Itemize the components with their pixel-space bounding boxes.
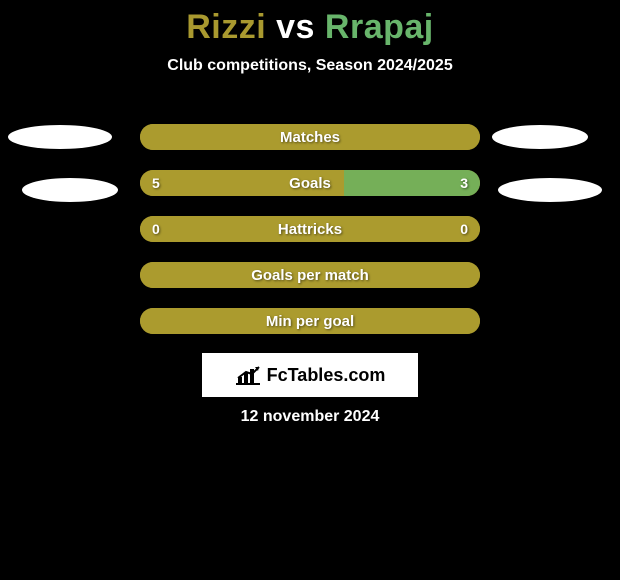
subtitle: Club competitions, Season 2024/2025 (0, 57, 620, 75)
stat-bar-label: Min per goal (140, 308, 480, 334)
stat-bar: Goals per match (140, 262, 480, 288)
stat-bar-label: Goals per match (140, 262, 480, 288)
stat-bar-label: Matches (140, 124, 480, 150)
comparison-bars: Matches Goals5 3 Hattricks0 0 Goals per match… (140, 124, 480, 354)
stat-bar-value-right: 0 (460, 216, 468, 242)
avatar-placeholder-right-1 (492, 125, 588, 149)
avatar-placeholder-right-2 (498, 178, 602, 202)
date-text: 12 november 2024 (0, 408, 620, 426)
page-title: Rizzi vs Rrapaj (0, 0, 620, 47)
stat-bar-label: Goals (140, 170, 480, 196)
stat-bar-value-left: 5 (152, 170, 160, 196)
title-player1: Rizzi (186, 8, 266, 46)
stat-bar-value-right: 3 (460, 170, 468, 196)
logo-text: FcTables.com (267, 365, 386, 386)
avatar-placeholder-left-1 (8, 125, 112, 149)
stat-bar: Matches (140, 124, 480, 150)
stat-bar: Goals5 3 (140, 170, 480, 196)
title-vs: vs (276, 8, 315, 46)
logo-box: FcTables.com (202, 353, 418, 397)
bar-chart-icon (235, 365, 261, 385)
stat-bar: Hattricks0 0 (140, 216, 480, 242)
stat-bar-label: Hattricks (140, 216, 480, 242)
stat-bar: Min per goal (140, 308, 480, 334)
avatar-placeholder-left-2 (22, 178, 118, 202)
title-player2: Rrapaj (325, 8, 434, 46)
stat-bar-value-left: 0 (152, 216, 160, 242)
